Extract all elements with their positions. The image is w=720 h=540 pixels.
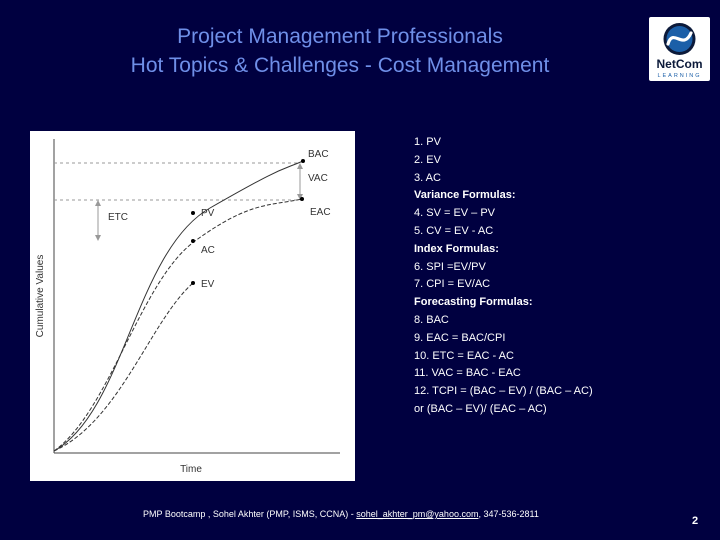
formula-item: 5. CV = EV - AC [414,224,494,237]
formula-item: 2. EV [414,153,441,166]
netcom-logo: NetCom LEARNING [649,17,710,81]
slide-title: Project Management Professionals Hot Top… [40,22,640,80]
formula-item: 7. CPI = EV/AC [414,278,491,291]
earned-value-figure: BAC VAC EAC ETC PV AC EV Cumulative Valu… [30,131,355,481]
formula-list: 1. PV 2. EV 3. AC Variance Formulas: 4. SV =… [414,134,704,419]
footer-credit: PMP Bootcamp , Sohel Akhter (PMP, ISMS, … [143,509,357,519]
logo-tagline: LEARNING [657,73,701,79]
formula-item: 8. BAC [414,313,449,326]
footer-phone: , 347-536-2811 [478,509,539,519]
logo-brand: NetCom [656,57,702,71]
bac-point [301,159,305,163]
footer-email-link[interactable]: sohel_akhter_pm@yahoo.com [356,509,479,519]
formula-item: 9. EAC = BAC/CPI [414,331,506,344]
formula-item: 6. SPI =EV/PV [414,260,486,273]
x-axis-title: Time [180,464,202,475]
ac-curve [53,198,303,452]
label-vac: VAC [308,173,328,184]
formula-heading: Forecasting Formulas: [414,296,533,309]
formula-item: 3. AC [414,171,441,184]
label-eac: EAC [310,207,331,218]
footer: PMP Bootcamp , Sohel Akhter (PMP, ISMS, … [143,509,539,519]
formula-item: 10. ETC = EAC - AC [414,349,514,362]
title-line-2: Hot Topics & Challenges - Cost Managemen… [130,54,550,77]
ac-point [191,239,195,243]
label-etc: ETC [108,212,128,223]
formula-item: 11. VAC = BAC - EAC [414,367,521,380]
label-bac: BAC [308,149,329,160]
formula-heading: Index Formulas: [414,242,499,255]
page-number: 2 [692,515,699,527]
pv-curve [53,160,304,452]
formula-heading: Variance Formulas: [414,189,516,202]
y-axis-title: Cumulative Values [35,255,46,338]
formula-item: 12. TCPI = (BAC – EV) / (BAC – AC) [414,385,593,398]
formula-item: 4. SV = EV – PV [414,207,496,220]
eac-point [300,197,304,201]
netcom-swirl-logo-icon: NetCom LEARNING [656,23,703,79]
pv-point [191,211,195,215]
title-line-1: Project Management Professionals [177,25,503,48]
formula-item: 1. PV [414,136,441,148]
label-ac: AC [201,245,215,256]
ev-point [191,281,195,285]
formula-item: or (BAC – EV)/ (EAC – AC) [414,402,547,415]
label-ev: EV [201,279,215,290]
ev-curve [53,282,194,452]
label-pv: PV [201,208,215,219]
